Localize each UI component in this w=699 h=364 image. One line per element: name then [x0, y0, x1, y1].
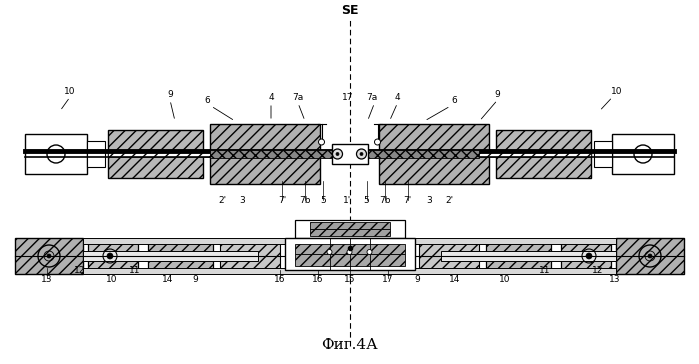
Text: 10: 10 — [611, 87, 622, 96]
Bar — [210, 150, 479, 158]
Bar — [87, 141, 105, 167]
Bar — [108, 151, 591, 157]
Bar — [294, 244, 405, 254]
Text: 7b: 7b — [299, 196, 311, 205]
Text: 7': 7' — [403, 196, 412, 205]
Text: 16: 16 — [312, 275, 323, 284]
Text: 6: 6 — [452, 96, 457, 105]
Bar — [561, 240, 611, 272]
Text: 15: 15 — [344, 275, 355, 284]
Text: 4: 4 — [268, 93, 274, 102]
Bar — [441, 251, 616, 261]
Circle shape — [367, 249, 372, 254]
Text: 2': 2' — [218, 196, 226, 205]
Text: 11: 11 — [539, 266, 550, 275]
Circle shape — [336, 153, 339, 155]
Text: SE: SE — [340, 4, 359, 17]
Circle shape — [356, 149, 366, 159]
Text: 7a: 7a — [366, 93, 377, 102]
Bar — [148, 240, 213, 272]
Text: Фиг.4А: Фиг.4А — [321, 338, 378, 352]
Circle shape — [586, 253, 592, 259]
Text: 9: 9 — [167, 90, 173, 99]
Text: 5: 5 — [363, 196, 369, 205]
Text: 9: 9 — [192, 275, 198, 284]
Text: 1': 1' — [343, 196, 352, 205]
Bar — [15, 238, 83, 274]
Bar — [616, 238, 684, 274]
Text: 12: 12 — [74, 266, 86, 275]
Text: 10: 10 — [499, 275, 510, 284]
Bar — [496, 130, 591, 178]
Text: 10: 10 — [106, 275, 117, 284]
Text: 12: 12 — [592, 266, 603, 275]
Text: 9: 9 — [495, 90, 500, 99]
Bar — [88, 240, 138, 272]
Text: 16: 16 — [274, 275, 286, 284]
Bar — [331, 144, 368, 164]
Bar — [486, 240, 551, 272]
Text: 2': 2' — [445, 196, 454, 205]
Text: 7': 7' — [278, 196, 286, 205]
Bar — [284, 238, 415, 270]
Circle shape — [333, 149, 343, 159]
Bar — [594, 141, 612, 167]
Bar — [83, 238, 616, 244]
Text: 6: 6 — [204, 96, 210, 105]
Bar — [419, 242, 479, 270]
Text: 7b: 7b — [379, 196, 390, 205]
Bar — [310, 222, 389, 229]
Circle shape — [107, 253, 113, 259]
Bar — [294, 254, 405, 266]
Text: 4: 4 — [395, 93, 401, 102]
Bar — [220, 242, 280, 270]
Text: 13: 13 — [41, 275, 52, 284]
Circle shape — [375, 139, 380, 145]
Text: 7a: 7a — [292, 93, 303, 102]
Text: 5: 5 — [320, 196, 326, 205]
Text: 14: 14 — [162, 275, 173, 284]
Text: 9: 9 — [415, 275, 420, 284]
Bar — [83, 268, 616, 274]
Text: 17: 17 — [342, 93, 353, 102]
Bar — [25, 134, 87, 174]
Bar — [108, 130, 203, 178]
Bar — [379, 124, 489, 184]
Text: 3: 3 — [239, 196, 245, 205]
Bar — [83, 251, 258, 261]
Text: 10: 10 — [64, 87, 75, 96]
Bar — [612, 134, 674, 174]
Bar — [210, 124, 320, 184]
Bar — [294, 220, 405, 238]
Circle shape — [47, 254, 51, 258]
Circle shape — [347, 249, 352, 254]
Circle shape — [648, 254, 652, 258]
Text: 17: 17 — [382, 275, 394, 284]
Text: 14: 14 — [449, 275, 460, 284]
Text: 13: 13 — [609, 275, 620, 284]
Bar — [310, 229, 389, 236]
Circle shape — [319, 139, 324, 145]
Circle shape — [327, 249, 332, 254]
Text: 11: 11 — [129, 266, 140, 275]
Text: 3: 3 — [426, 196, 433, 205]
Circle shape — [360, 153, 363, 155]
